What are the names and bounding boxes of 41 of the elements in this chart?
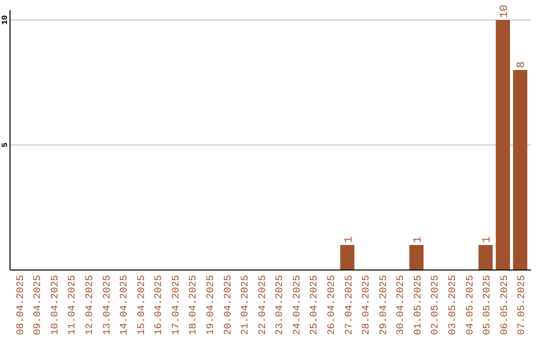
x-tick-label: 05.05.2025 xyxy=(482,275,494,336)
x-tick-label: 06.05.2025 xyxy=(500,275,511,336)
data-label: 10 xyxy=(498,4,511,18)
x-tick-label: 01.05.2025 xyxy=(413,275,424,336)
x-tick-label: 23.04.2025 xyxy=(275,275,286,336)
bar xyxy=(513,70,528,270)
x-tick-label: 03.05.2025 xyxy=(448,275,460,336)
x-tick-label: 15.04.2025 xyxy=(136,275,148,336)
x-tick-label: 07.05.2025 xyxy=(517,275,528,336)
x-tick-label: 28.04.2025 xyxy=(362,275,373,336)
y-tick-label: 5 xyxy=(1,142,10,148)
x-tick-label: 13.04.2025 xyxy=(102,275,114,336)
bar xyxy=(478,245,493,270)
data-label: 8 xyxy=(516,61,528,68)
x-tick-label: 24.04.2025 xyxy=(292,275,304,336)
x-tick-label: 20.04.2025 xyxy=(223,275,234,336)
x-tick-label: 04.05.2025 xyxy=(465,275,476,336)
x-tick-label: 29.04.2025 xyxy=(378,275,390,336)
bar xyxy=(409,245,424,270)
x-tick-label: 10.04.2025 xyxy=(50,275,62,336)
x-tick-label: 18.04.2025 xyxy=(188,275,200,336)
data-label: 1 xyxy=(412,236,424,243)
x-tick-label: 19.04.2025 xyxy=(206,275,217,336)
x-tick-label: 30.04.2025 xyxy=(396,275,408,336)
x-tick-label: 12.04.2025 xyxy=(84,275,96,336)
x-tick-label: 27.04.2025 xyxy=(344,275,356,336)
x-tick-label: 22.04.2025 xyxy=(258,275,269,336)
x-tick-label: 26.04.2025 xyxy=(327,275,338,336)
x-tick-label: 14.04.2025 xyxy=(120,275,131,336)
x-tick-label: 11.04.2025 xyxy=(68,275,79,336)
x-tick-label: 17.04.2025 xyxy=(171,275,182,336)
x-tick-label: 16.04.2025 xyxy=(154,275,166,336)
x-tick-label: 21.04.2025 xyxy=(240,275,252,336)
x-tick-label: 02.05.2025 xyxy=(430,275,442,336)
data-label: 1 xyxy=(482,236,494,243)
bar xyxy=(496,20,510,270)
x-tick-label: 08.04.2025 xyxy=(16,275,27,336)
bar xyxy=(340,245,354,270)
x-tick-label: 25.04.2025 xyxy=(310,275,321,336)
data-label: 1 xyxy=(343,236,356,243)
x-tick-label: 09.04.2025 xyxy=(33,275,44,336)
